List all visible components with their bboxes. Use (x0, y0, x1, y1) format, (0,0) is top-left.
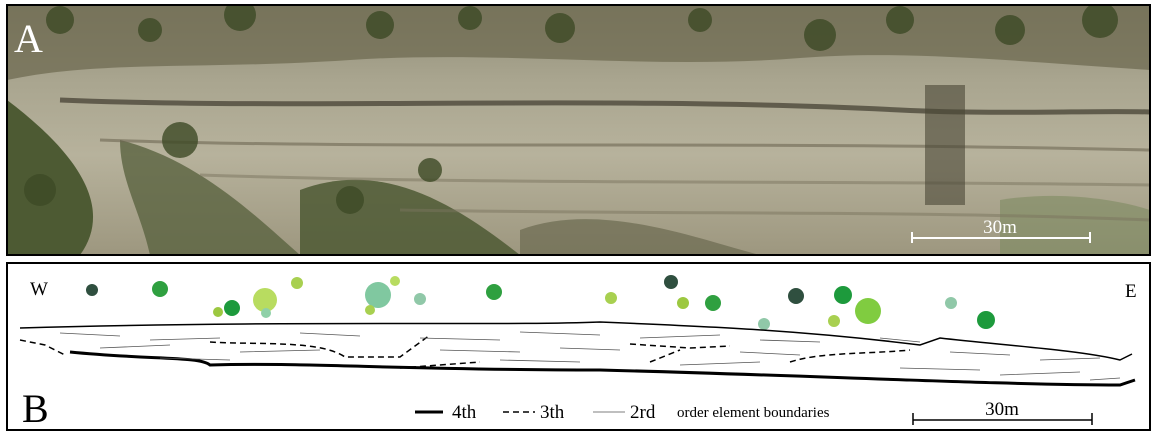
scale-label: 30m (983, 217, 1017, 238)
legend-label: 3th (540, 402, 565, 423)
panel-label: A (14, 16, 43, 61)
scale-label: 30m (985, 399, 1019, 420)
figure: A 30m W E B 4th 3th (0, 0, 1152, 432)
photo (7, 0, 1150, 255)
legend-label: 4th (452, 402, 477, 423)
direction-label: E (1125, 281, 1137, 302)
panel-b-frame (7, 263, 1150, 430)
direction-label: W (30, 279, 48, 300)
legend-caption: order element boundaries (677, 405, 830, 421)
panel-label: B (22, 386, 49, 431)
legend-label: 2rd (630, 402, 656, 423)
